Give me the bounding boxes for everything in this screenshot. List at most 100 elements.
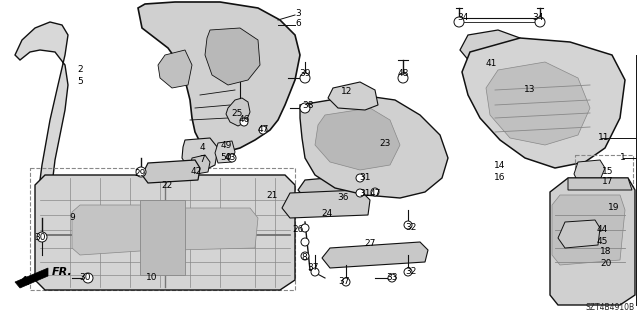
Polygon shape (574, 160, 605, 182)
Circle shape (37, 232, 47, 242)
Polygon shape (168, 208, 258, 250)
Bar (30, 168, 295, 290)
Text: 45: 45 (596, 238, 608, 247)
Text: 1: 1 (620, 153, 626, 162)
Polygon shape (44, 195, 58, 225)
Text: 36: 36 (337, 194, 349, 203)
Text: 38: 38 (302, 101, 314, 110)
Text: 34: 34 (458, 13, 468, 23)
Polygon shape (558, 220, 600, 248)
Circle shape (356, 189, 364, 197)
Polygon shape (190, 155, 210, 174)
Circle shape (454, 17, 464, 27)
Circle shape (356, 174, 364, 182)
Text: 44: 44 (596, 226, 607, 234)
Text: 20: 20 (600, 258, 612, 268)
Circle shape (301, 238, 309, 246)
Text: 10: 10 (147, 273, 157, 283)
Circle shape (300, 73, 310, 83)
Text: 4: 4 (199, 144, 205, 152)
Circle shape (342, 278, 350, 286)
Text: 32: 32 (405, 268, 417, 277)
Text: 43: 43 (224, 152, 236, 161)
Polygon shape (35, 175, 295, 290)
Circle shape (83, 273, 93, 283)
Polygon shape (282, 190, 370, 218)
Text: 26: 26 (292, 226, 304, 234)
Circle shape (136, 167, 146, 177)
Circle shape (300, 103, 310, 113)
Text: 21: 21 (266, 190, 278, 199)
Text: 34: 34 (532, 13, 544, 23)
Polygon shape (462, 38, 625, 168)
Text: 32: 32 (405, 222, 417, 232)
Polygon shape (215, 141, 235, 163)
Text: 3: 3 (295, 10, 301, 19)
Text: 31: 31 (359, 174, 371, 182)
Text: 48: 48 (397, 69, 409, 78)
Text: 9: 9 (69, 213, 75, 222)
Text: 42: 42 (190, 167, 202, 176)
Text: 8: 8 (301, 254, 307, 263)
Circle shape (371, 188, 379, 196)
Polygon shape (298, 175, 368, 198)
Text: 25: 25 (231, 108, 243, 117)
Polygon shape (328, 82, 378, 110)
Polygon shape (182, 138, 218, 170)
Polygon shape (15, 22, 68, 248)
Polygon shape (550, 178, 635, 305)
Text: 14: 14 (494, 160, 506, 169)
Text: 50: 50 (220, 152, 232, 161)
Polygon shape (552, 195, 625, 265)
Text: 22: 22 (161, 181, 173, 189)
Text: 47: 47 (369, 189, 381, 197)
Polygon shape (300, 95, 448, 198)
Text: 18: 18 (600, 248, 612, 256)
Polygon shape (205, 28, 260, 85)
Circle shape (301, 224, 309, 232)
Text: 19: 19 (608, 204, 620, 212)
Text: 24: 24 (321, 210, 333, 219)
Text: 30: 30 (79, 273, 91, 283)
Text: FR.: FR. (52, 267, 73, 277)
Circle shape (240, 118, 248, 126)
Bar (575, 155, 633, 207)
Circle shape (404, 268, 412, 276)
Text: 33: 33 (387, 273, 397, 283)
Text: 41: 41 (485, 58, 497, 68)
Text: 46: 46 (238, 115, 250, 124)
Text: 5: 5 (77, 78, 83, 86)
Text: 27: 27 (364, 239, 376, 248)
Circle shape (259, 126, 267, 134)
Text: 17: 17 (602, 177, 614, 187)
Polygon shape (72, 205, 160, 255)
Polygon shape (142, 160, 200, 183)
Polygon shape (568, 178, 632, 190)
Circle shape (398, 73, 408, 83)
Circle shape (301, 252, 309, 260)
Text: 37: 37 (339, 278, 349, 286)
Text: 2: 2 (77, 65, 83, 75)
Polygon shape (315, 108, 400, 170)
Circle shape (311, 268, 319, 276)
Polygon shape (140, 200, 185, 275)
Text: 23: 23 (380, 138, 390, 147)
Text: 49: 49 (220, 140, 232, 150)
Polygon shape (15, 268, 48, 288)
Circle shape (388, 274, 396, 282)
Text: 13: 13 (524, 85, 536, 93)
Text: 7: 7 (199, 155, 205, 165)
Circle shape (535, 17, 545, 27)
Polygon shape (322, 242, 428, 268)
Text: 16: 16 (494, 173, 506, 182)
Polygon shape (486, 62, 590, 145)
Circle shape (228, 154, 236, 162)
Polygon shape (460, 30, 528, 70)
Text: 11: 11 (598, 133, 610, 143)
Text: 30: 30 (35, 233, 45, 241)
Polygon shape (138, 2, 300, 152)
Text: 15: 15 (602, 167, 614, 176)
Text: SZT4B4910B: SZT4B4910B (586, 303, 635, 312)
Text: 37: 37 (307, 263, 319, 271)
Text: 6: 6 (295, 19, 301, 28)
